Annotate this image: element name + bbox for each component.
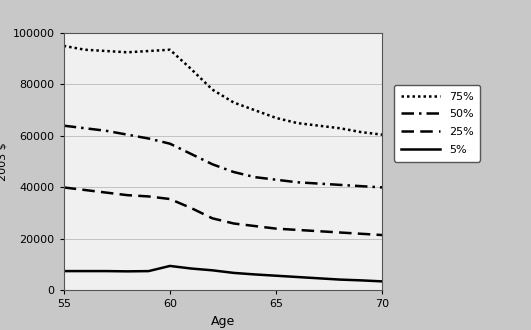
50% [188, 152, 194, 156]
Line: 75%: 75% [64, 46, 382, 135]
75% [315, 124, 322, 128]
50% [337, 183, 343, 187]
75% [82, 48, 88, 52]
25% [188, 206, 194, 210]
50% [61, 124, 67, 128]
75% [358, 130, 364, 134]
50% [209, 162, 216, 166]
Legend: 75%, 50%, 25%, 5%: 75%, 50%, 25%, 5% [394, 85, 480, 162]
5% [209, 268, 216, 272]
25% [273, 227, 279, 231]
X-axis label: Age: Age [211, 315, 235, 328]
50% [294, 180, 301, 184]
5% [61, 269, 67, 273]
75% [379, 133, 386, 137]
75% [337, 126, 343, 130]
25% [358, 232, 364, 236]
25% [294, 228, 301, 232]
50% [145, 137, 152, 141]
5% [188, 267, 194, 271]
25% [103, 191, 109, 195]
50% [82, 126, 88, 130]
50% [358, 184, 364, 188]
25% [209, 216, 216, 220]
25% [315, 229, 322, 233]
5% [337, 278, 343, 281]
25% [145, 194, 152, 198]
5% [103, 269, 109, 273]
75% [145, 49, 152, 53]
75% [294, 121, 301, 125]
75% [209, 88, 216, 92]
5% [230, 271, 237, 275]
25% [337, 230, 343, 234]
75% [273, 116, 279, 120]
50% [273, 178, 279, 182]
5% [273, 274, 279, 278]
5% [379, 280, 386, 283]
Line: 5%: 5% [64, 266, 382, 281]
75% [167, 48, 173, 52]
50% [379, 185, 386, 189]
5% [315, 276, 322, 280]
75% [124, 50, 131, 54]
5% [124, 269, 131, 273]
50% [167, 142, 173, 146]
5% [294, 275, 301, 279]
Line: 25%: 25% [64, 187, 382, 235]
75% [230, 101, 237, 105]
50% [315, 182, 322, 185]
50% [252, 175, 258, 179]
25% [379, 233, 386, 237]
5% [82, 269, 88, 273]
75% [188, 67, 194, 71]
5% [252, 273, 258, 277]
75% [252, 108, 258, 112]
50% [230, 170, 237, 174]
25% [82, 188, 88, 192]
25% [124, 193, 131, 197]
25% [61, 185, 67, 189]
5% [145, 269, 152, 273]
5% [167, 264, 173, 268]
25% [230, 221, 237, 225]
50% [103, 129, 109, 133]
25% [167, 197, 173, 201]
5% [358, 279, 364, 282]
Y-axis label: 2003 $: 2003 $ [0, 142, 7, 181]
75% [61, 44, 67, 48]
25% [252, 224, 258, 228]
Line: 50%: 50% [64, 126, 382, 187]
75% [103, 49, 109, 53]
50% [124, 133, 131, 137]
